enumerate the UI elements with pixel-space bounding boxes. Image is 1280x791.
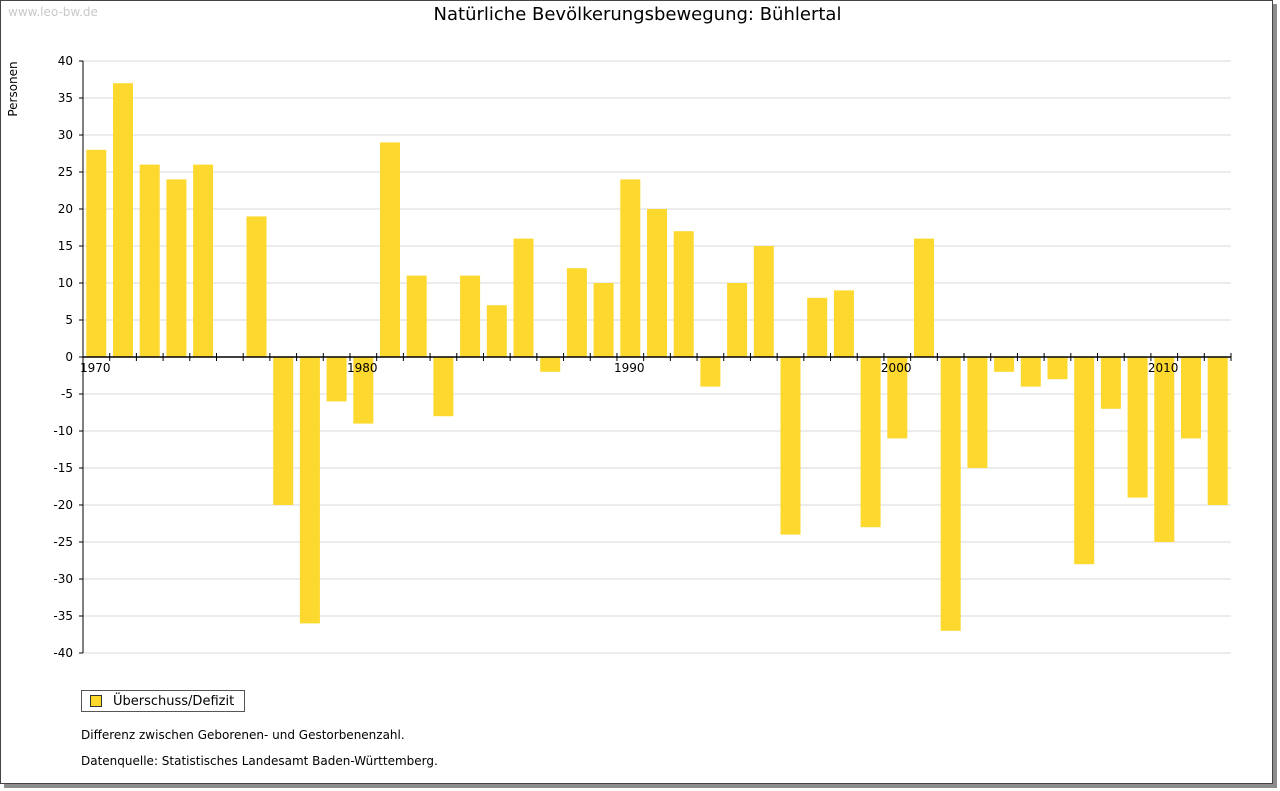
x-tick-label: 1990: [614, 361, 645, 375]
bar-2009: [1127, 357, 1148, 498]
y-axis-ticks: 40 35 30 25 20 15 10 5 0 -5 -10 -15 -20 -25 -30 -35 -40: [53, 54, 83, 660]
bar-1980: [353, 357, 374, 424]
y-tick-label: 20: [58, 202, 73, 216]
bar-1981: [380, 142, 400, 357]
y-tick-label: 40: [58, 54, 73, 68]
y-tick-label: 15: [58, 239, 73, 253]
y-tick-label: 0: [65, 350, 73, 364]
y-tick-label: -25: [53, 535, 73, 549]
bar-1982: [406, 275, 427, 357]
legend-swatch: [90, 695, 102, 707]
x-tick-label: 2000: [881, 361, 912, 375]
bar-1978: [299, 357, 320, 624]
bar-2007: [1074, 357, 1095, 565]
bar-2000: [887, 357, 908, 439]
bar-1993: [700, 357, 721, 387]
bar-1972: [139, 164, 160, 357]
axes: [82, 61, 1231, 653]
bar-2002: [940, 357, 961, 631]
chart-title: Natürliche Bevölkerungsbewegung: Bühlert…: [433, 4, 842, 25]
note-difference: Differenz zwischen Geborenen- und Gestor…: [81, 728, 405, 742]
y-tick-label: -15: [53, 461, 73, 475]
y-tick-label: -5: [61, 387, 73, 401]
y-tick-label: -20: [53, 498, 73, 512]
bar-1971: [113, 83, 133, 357]
bar-2011: [1181, 357, 1201, 439]
bar-1999: [860, 357, 881, 528]
y-tick-label: -30: [53, 572, 73, 586]
bar-2005: [1020, 357, 1041, 387]
y-tick-label: -35: [53, 609, 73, 623]
bar-2003: [967, 357, 988, 468]
bar-1979: [326, 357, 347, 402]
legend: Überschuss/Defizit: [81, 690, 246, 712]
x-tick-label: 1970: [80, 361, 111, 375]
legend-label: Überschuss/Defizit: [113, 693, 235, 709]
bar-1977: [273, 357, 294, 505]
bar-1987: [540, 357, 561, 372]
bar-1984: [460, 275, 481, 357]
bar-1991: [647, 209, 667, 357]
x-tick-label: 1980: [347, 361, 378, 375]
bar-1976: [246, 216, 267, 357]
bar-1989: [593, 283, 614, 357]
bar-1990: [620, 179, 641, 357]
y-tick-label: 10: [58, 276, 73, 290]
bar-1998: [833, 290, 854, 357]
bar-2004: [994, 357, 1015, 372]
bar-1970: [86, 149, 107, 357]
bar-2008: [1100, 357, 1121, 409]
y-tick-label: -40: [53, 646, 73, 660]
x-tick-label: 2010: [1148, 361, 1179, 375]
bar-2006: [1047, 357, 1068, 380]
bar-2001: [914, 238, 934, 357]
bar-1985: [486, 305, 507, 357]
y-tick-label: 25: [58, 165, 73, 179]
bar-1997: [807, 297, 828, 357]
y-tick-label: 5: [65, 313, 73, 327]
bar-1973: [166, 179, 187, 357]
x-axis-ticks: 1970 1980 1990 2000 2010: [80, 353, 1232, 375]
y-axis-label: Personen: [6, 61, 20, 116]
bar-series: [86, 83, 1228, 631]
y-tick-label: 30: [58, 128, 73, 142]
bar-1995: [753, 246, 774, 357]
bar-1996: [780, 357, 801, 535]
watermark: www.leo-bw.de: [8, 5, 98, 19]
bar-1986: [513, 238, 534, 357]
bar-2010: [1154, 357, 1175, 542]
bar-2012: [1207, 357, 1228, 505]
bar-1988: [566, 268, 587, 357]
y-tick-label: 35: [58, 91, 73, 105]
bar-1992: [673, 231, 694, 357]
note-source: Datenquelle: Statistisches Landesamt Bad…: [81, 754, 438, 768]
y-tick-label: -10: [53, 424, 73, 438]
bar-1974: [193, 164, 214, 357]
bar-1983: [433, 357, 454, 417]
bar-1994: [727, 283, 748, 357]
